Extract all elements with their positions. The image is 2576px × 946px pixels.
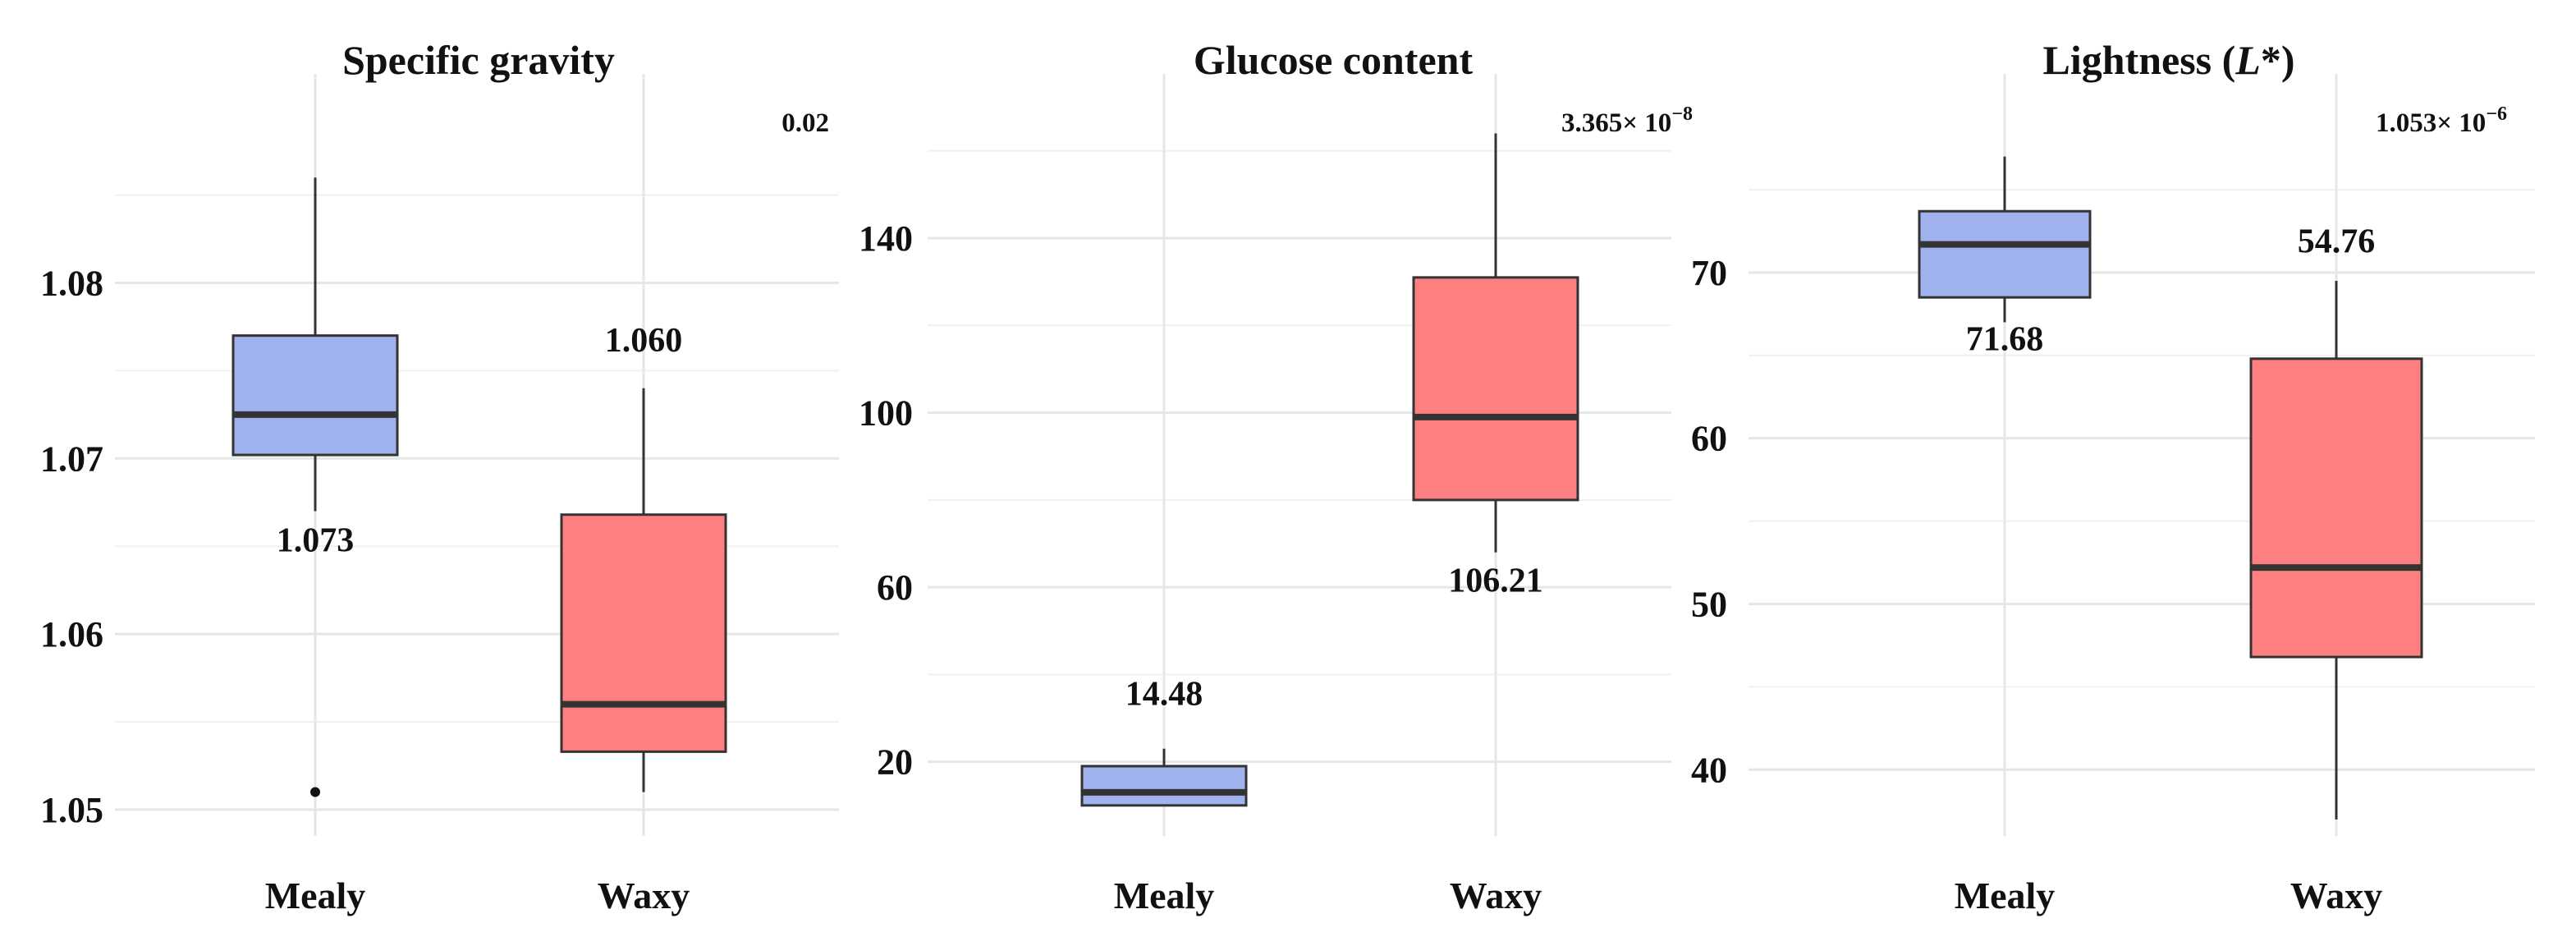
p-value-exponent: −8 <box>1671 103 1693 125</box>
panel-title-text: Specific gravity <box>342 37 615 83</box>
box-waxy <box>2249 280 2423 820</box>
p-value-base: 3.365× 10 <box>1561 108 1671 138</box>
box-body <box>560 513 727 753</box>
p-value-exponent: −6 <box>2486 103 2507 125</box>
x-category-label: Mealy <box>1955 875 2056 916</box>
y-tick-label: 60 <box>1691 419 1727 459</box>
panel-title-italic: L <box>2235 37 2261 83</box>
panel-title: Glucose content <box>1194 37 1474 83</box>
box-waxy <box>560 388 727 792</box>
panel-1: 1.05 1.06 1.07 1.08 1.073 1.060 0.02 Mealy Waxy S… <box>40 37 839 916</box>
box-mealy <box>231 177 399 797</box>
value-annotation: 14.48 <box>1125 676 1203 714</box>
value-annotation: 1.060 <box>605 322 683 360</box>
y-tick-label: 60 <box>877 567 913 608</box>
y-tick-label: 1.05 <box>40 790 103 830</box>
x-category-label: Mealy <box>265 875 366 916</box>
y-tick-label: 1.06 <box>40 614 103 654</box>
y-tick-label: 50 <box>1691 584 1727 624</box>
panel-title-suffix: *) <box>2261 37 2295 83</box>
x-category-label: Waxy <box>2290 875 2382 916</box>
box-mealy <box>1080 748 1248 807</box>
p-value: 0.02 <box>782 108 829 138</box>
y-tick-label: 100 <box>859 393 913 434</box>
box-body <box>231 334 399 457</box>
y-tick-label: 1.08 <box>40 264 103 304</box>
panel-2: 20 60 100 140 14.48 106.21 3.365× 10−8 Mealy Wax… <box>859 37 1693 916</box>
box-body <box>2249 357 2423 659</box>
x-category-label: Waxy <box>598 875 690 916</box>
p-value-base: 1.053× 10 <box>2376 108 2486 138</box>
p-value-base: 0.02 <box>782 108 829 138</box>
panel-title-text: Glucose content <box>1194 37 1474 83</box>
panel-title-text: Lightness ( <box>2043 37 2236 83</box>
box-body <box>1918 209 2092 299</box>
y-tick-label: 70 <box>1691 253 1727 293</box>
panel-3: 40 50 60 70 71.68 54.76 1.053× 10−6 Mealy Waxy Li… <box>1691 37 2535 916</box>
x-category-label: Mealy <box>1114 875 1215 916</box>
value-annotation: 71.68 <box>1966 321 2044 359</box>
x-category-label: Waxy <box>1450 875 1542 916</box>
p-value: 3.365× 10−8 <box>1561 103 1693 138</box>
y-tick-label: 1.07 <box>40 439 103 479</box>
y-tick-label: 140 <box>859 218 913 259</box>
value-annotation: 106.21 <box>1448 562 1543 599</box>
outlier-point <box>310 787 320 797</box>
value-annotation: 1.073 <box>277 522 355 560</box>
p-value: 1.053× 10−6 <box>2376 103 2507 138</box>
box-body <box>1080 765 1248 807</box>
y-tick-label: 20 <box>877 742 913 783</box>
panel-title: Lightness (L*) <box>2043 37 2295 83</box>
box-waxy <box>1412 133 1579 553</box>
y-tick-label: 40 <box>1691 750 1727 790</box>
box-body <box>1412 276 1579 502</box>
value-annotation: 54.76 <box>2298 223 2376 261</box>
panel-title: Specific gravity <box>342 37 615 83</box>
box-mealy <box>1918 156 2092 323</box>
